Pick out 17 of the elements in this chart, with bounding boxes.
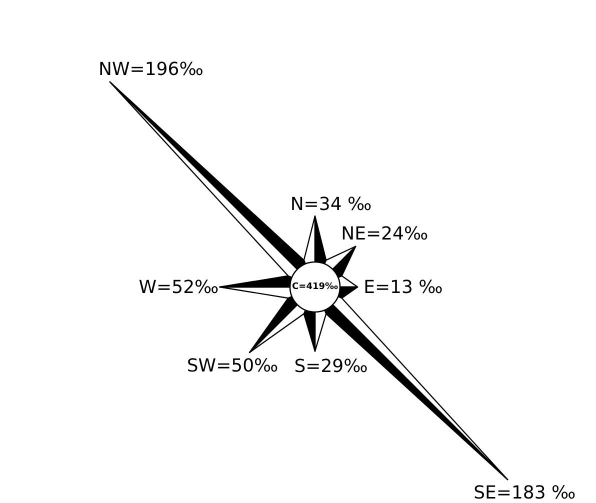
data-label: =50‰: [216, 355, 278, 376]
category-label: SW: [186, 355, 216, 376]
data-label: =52‰: [156, 276, 219, 298]
data-label: =34 ‰: [304, 194, 372, 216]
category-label: N: [290, 194, 304, 216]
category-label: S: [294, 356, 306, 378]
data-label: =29‰: [306, 356, 368, 378]
category-label: NE: [341, 223, 366, 244]
text: C=419‰: [292, 282, 338, 292]
category-label: E: [364, 276, 375, 298]
category-label: W: [138, 276, 157, 298]
category-label: NW: [98, 58, 130, 80]
data-label: =196‰: [130, 58, 204, 80]
category-label: SE: [474, 482, 496, 503]
data-label: =24‰: [366, 223, 428, 244]
data-label: =183 ‰: [496, 482, 576, 503]
data-label: =13 ‰: [374, 276, 443, 298]
